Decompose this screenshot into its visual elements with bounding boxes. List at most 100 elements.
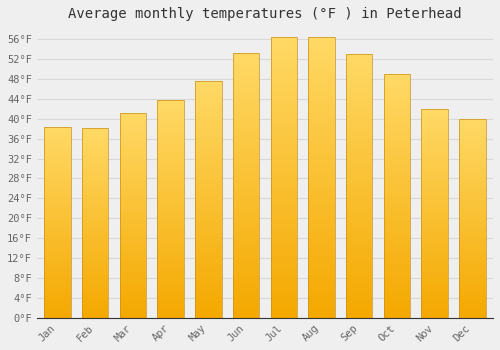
Bar	[44, 179, 70, 181]
Bar	[120, 267, 146, 269]
Bar	[422, 155, 448, 156]
Bar	[158, 272, 184, 273]
Bar	[120, 275, 146, 277]
Bar	[270, 159, 297, 160]
Bar	[120, 277, 146, 278]
Bar	[158, 155, 184, 157]
Bar	[120, 128, 146, 129]
Bar	[82, 296, 108, 298]
Bar	[82, 160, 108, 161]
Bar	[384, 110, 410, 111]
Bar	[44, 240, 70, 241]
Bar	[120, 314, 146, 315]
Bar	[346, 142, 372, 144]
Bar	[422, 243, 448, 244]
Bar	[459, 181, 485, 182]
Bar	[233, 131, 260, 133]
Bar	[82, 242, 108, 243]
Bar	[233, 202, 260, 203]
Bar	[82, 193, 108, 194]
Bar	[120, 204, 146, 206]
Bar	[195, 261, 222, 263]
Bar	[82, 132, 108, 133]
Bar	[270, 198, 297, 200]
Bar	[44, 286, 70, 287]
Bar	[195, 237, 222, 239]
Bar	[422, 132, 448, 134]
Bar	[44, 263, 70, 265]
Bar	[422, 170, 448, 172]
Bar	[422, 312, 448, 314]
Bar	[82, 227, 108, 228]
Bar	[346, 107, 372, 108]
Bar	[233, 87, 260, 89]
Bar	[44, 155, 70, 156]
Bar	[270, 108, 297, 110]
Bar	[82, 136, 108, 137]
Bar	[308, 181, 334, 183]
Bar	[308, 149, 334, 151]
Bar	[44, 294, 70, 295]
Bar	[459, 165, 485, 167]
Bar	[308, 106, 334, 108]
Bar	[459, 304, 485, 306]
Bar	[384, 165, 410, 167]
Bar	[346, 311, 372, 313]
Bar	[346, 244, 372, 246]
Bar	[346, 198, 372, 200]
Bar	[44, 226, 70, 228]
Bar	[422, 159, 448, 160]
Bar	[82, 224, 108, 225]
Bar	[82, 255, 108, 256]
Bar	[346, 267, 372, 268]
Bar	[82, 190, 108, 191]
Bar	[459, 251, 485, 253]
Bar	[158, 222, 184, 224]
Bar	[82, 295, 108, 296]
Bar	[308, 91, 334, 93]
Bar	[459, 188, 485, 189]
Bar	[308, 36, 334, 318]
Bar	[233, 113, 260, 115]
Bar	[459, 249, 485, 250]
Bar	[44, 317, 70, 318]
Bar	[270, 40, 297, 42]
Bar	[346, 64, 372, 66]
Bar	[195, 272, 222, 274]
Bar	[346, 93, 372, 94]
Bar	[120, 184, 146, 185]
Bar	[44, 268, 70, 270]
Bar	[195, 244, 222, 245]
Bar	[44, 223, 70, 224]
Bar	[308, 80, 334, 82]
Bar	[308, 213, 334, 215]
Bar	[308, 65, 334, 66]
Bar	[384, 313, 410, 315]
Bar	[346, 71, 372, 73]
Bar	[158, 149, 184, 151]
Bar	[384, 271, 410, 272]
Bar	[459, 281, 485, 282]
Bar	[120, 195, 146, 196]
Bar	[233, 210, 260, 212]
Bar	[459, 218, 485, 219]
Bar	[44, 230, 70, 231]
Bar	[459, 201, 485, 202]
Bar	[158, 285, 184, 286]
Bar	[158, 148, 184, 149]
Bar	[459, 180, 485, 181]
Bar	[195, 160, 222, 162]
Bar	[270, 290, 297, 292]
Bar	[82, 195, 108, 196]
Bar	[308, 127, 334, 128]
Bar	[120, 299, 146, 300]
Bar	[346, 86, 372, 88]
Bar	[82, 305, 108, 307]
Bar	[195, 181, 222, 182]
Bar	[82, 232, 108, 233]
Bar	[308, 194, 334, 196]
Bar	[308, 141, 334, 144]
Bar	[82, 159, 108, 160]
Bar	[459, 298, 485, 299]
Bar	[195, 152, 222, 154]
